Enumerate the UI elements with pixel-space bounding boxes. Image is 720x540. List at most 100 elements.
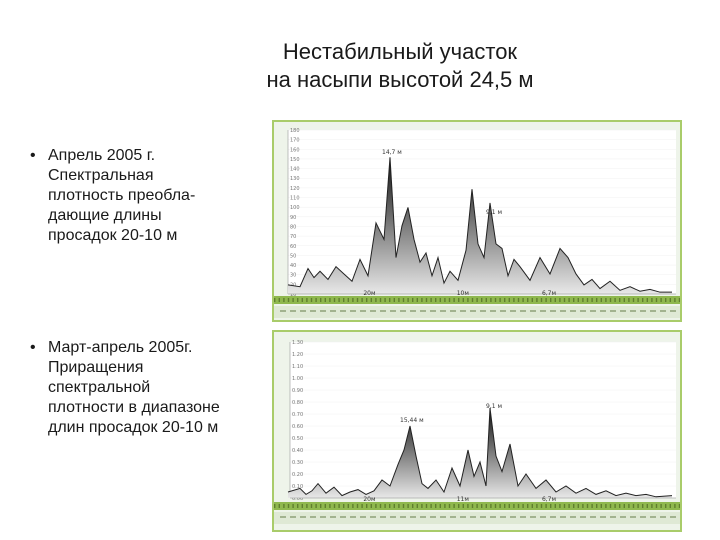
scale-tick — [508, 298, 510, 302]
scale-tick — [361, 298, 363, 302]
y-tick-label: 0.40 — [292, 448, 303, 454]
peak-label: 15,44 м — [400, 417, 424, 424]
y-tick-label: 150 — [290, 157, 300, 163]
y-tick-label: 10 — [290, 292, 296, 298]
scale-tick — [559, 298, 561, 302]
info-strip-mark — [470, 516, 476, 518]
series-area — [288, 408, 672, 498]
scale-tick — [435, 504, 437, 508]
scale-tick — [347, 504, 349, 508]
y-tick-label: 100 — [290, 205, 300, 211]
info-strip-mark — [630, 310, 636, 312]
scale-tick — [582, 504, 584, 508]
scale-tick — [577, 298, 579, 302]
x-scale-label: 20м — [363, 290, 375, 297]
scale-tick — [375, 298, 377, 302]
info-strip-mark — [380, 516, 386, 518]
scale-tick — [669, 504, 671, 508]
scale-tick — [430, 504, 432, 508]
scale-tick — [513, 298, 515, 302]
scale-tick — [439, 504, 441, 508]
info-strip-mark — [580, 310, 586, 312]
scale-tick — [416, 504, 418, 508]
y-tick-label: 0.70 — [292, 412, 303, 418]
info-strip-mark — [450, 516, 456, 518]
y-tick-label: 120 — [290, 186, 300, 192]
info-strip-mark — [400, 310, 406, 312]
y-tick-label: 110 — [290, 196, 300, 202]
scale-tick — [669, 298, 671, 302]
info-strip-mark — [640, 516, 646, 518]
info-strip-mark — [280, 310, 286, 312]
spectral-increment-chart: 1.30 1.20 1.10 1.00 0.90 0.80 0.70 0.60 0.50 0.40… — [272, 330, 682, 532]
scale-tick — [655, 504, 658, 508]
info-strip-mark — [650, 516, 656, 518]
scale-tick — [504, 298, 506, 302]
info-strip-mark — [420, 516, 426, 518]
scale-tick — [536, 298, 538, 302]
scale-tick — [485, 298, 487, 302]
scale-tick — [379, 504, 382, 508]
scale-tick — [568, 504, 570, 508]
bullet-1-line-4: дающие длины — [48, 207, 162, 224]
scale-tick — [407, 504, 409, 508]
scale-tick — [499, 504, 501, 508]
scale-tick — [522, 504, 524, 508]
y-tick-label: 0.50 — [292, 436, 303, 442]
scale-tick — [623, 298, 625, 302]
y-tick-label: 0.10 — [292, 484, 303, 490]
scale-tick — [522, 298, 524, 302]
scale-tick — [531, 504, 533, 508]
scale-tick — [646, 504, 648, 508]
scale-tick — [329, 298, 331, 302]
bullet-1-line-2: Спектральная — [48, 167, 154, 184]
scale-tick — [596, 298, 598, 302]
scale-tick — [370, 298, 372, 302]
scale-tick — [306, 298, 308, 302]
scale-tick — [586, 504, 589, 508]
info-strip-mark — [320, 516, 326, 518]
scale-tick — [536, 504, 538, 508]
info-strip-mark — [360, 310, 366, 312]
bullet-2-line-1: Март-апрель 2005г. — [48, 339, 193, 356]
scale-tick — [439, 298, 441, 302]
scale-tick — [375, 504, 377, 508]
scale-tick — [292, 504, 294, 508]
scale-tick — [329, 504, 331, 508]
info-strip-mark — [340, 516, 346, 518]
scale-tick — [494, 298, 497, 302]
scale-tick — [637, 298, 639, 302]
info-strip-mark — [560, 310, 566, 312]
scale-tick — [660, 504, 662, 508]
bullet-1-line-1: Апрель 2005 г. — [48, 147, 156, 164]
scale-tick — [642, 504, 644, 508]
scale-tick — [476, 298, 478, 302]
scale-tick — [573, 504, 575, 508]
scale-tick — [274, 298, 276, 302]
y-tick-label: 80 — [290, 224, 296, 230]
info-strip-mark — [290, 310, 296, 312]
info-strip-mark — [490, 516, 496, 518]
scale-tick — [494, 504, 497, 508]
info-strip-mark — [350, 310, 356, 312]
info-strip-mark — [540, 516, 546, 518]
info-strip-mark — [310, 310, 316, 312]
y-tick-label: 0.90 — [292, 388, 303, 394]
y-tick-label: 160 — [290, 147, 300, 153]
scale-tick — [407, 298, 409, 302]
scale-tick — [352, 298, 354, 302]
scale-tick — [283, 504, 285, 508]
scale-tick — [421, 504, 423, 508]
scale-tick — [384, 504, 386, 508]
scale-tick — [301, 298, 303, 302]
scale-tick — [343, 504, 345, 508]
scale-tick — [361, 504, 363, 508]
x-scale-label: 6,7м — [542, 290, 556, 297]
scale-tick — [527, 298, 529, 302]
scale-tick — [563, 298, 566, 302]
info-strip-mark — [620, 516, 626, 518]
scale-tick — [379, 298, 382, 302]
scale-tick — [310, 298, 313, 302]
info-strip-mark — [320, 310, 326, 312]
scale-tick — [600, 504, 602, 508]
